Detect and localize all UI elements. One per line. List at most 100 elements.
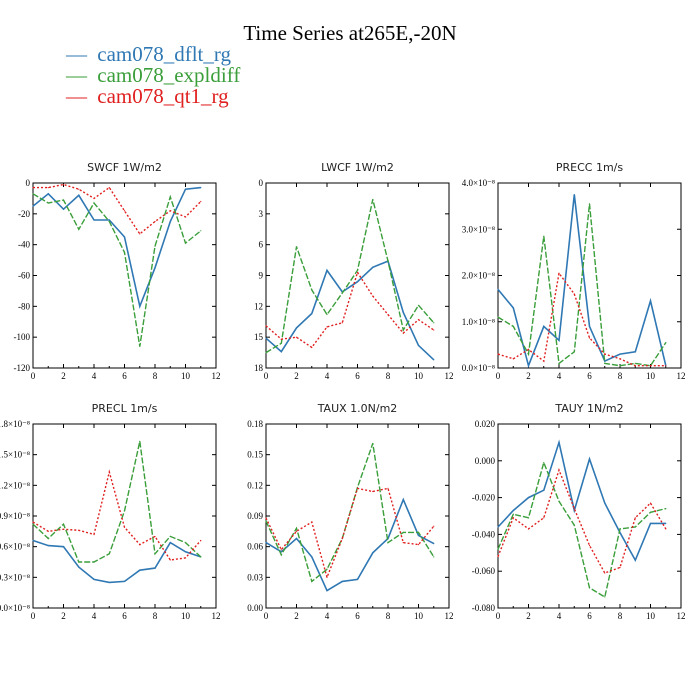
- data-point-cam078_qt1_rg: [387, 313, 389, 316]
- data-point-cam078_dflt_rg: [512, 509, 514, 512]
- y-tick-label: 0: [26, 178, 31, 188]
- y-tick-label: 0.6×10⁻⁸: [0, 542, 30, 552]
- data-point-cam078_dflt_rg: [265, 337, 267, 339]
- x-tick-label: 10: [181, 371, 191, 381]
- series-line-cam078_expldiff: [32, 441, 202, 563]
- series-line-cam078_qt1_rg: [265, 270, 435, 349]
- x-tick-label: 12: [677, 371, 686, 381]
- x-tick-label: 4: [92, 611, 97, 621]
- data-point-cam078_qt1_rg: [295, 530, 298, 532]
- data-point-cam078_expldiff: [558, 500, 560, 502]
- data-point-cam078_expldiff: [184, 541, 187, 544]
- panels: SWCF 1W/m2 0 2 4 6 8 10 12 0 -20 -40 -60 -80 -100 -120…: [0, 161, 686, 621]
- data-point-cam078_dflt_rg: [665, 522, 667, 524]
- y-tick-label: 0.3×10⁻⁸: [0, 572, 30, 582]
- data-point-cam078_expldiff: [139, 440, 141, 442]
- x-tick-label: 0: [264, 371, 269, 381]
- data-point-cam078_expldiff: [512, 325, 514, 327]
- y-tick-label: 18: [254, 363, 264, 373]
- y-tick-label: 12: [254, 301, 263, 311]
- x-tick-label: 12: [677, 611, 686, 621]
- data-point-cam078_dflt_rg: [634, 351, 636, 353]
- data-point-cam078_expldiff: [356, 269, 359, 271]
- series-line-cam078_expldiff: [497, 203, 667, 367]
- x-tick-label: 6: [587, 371, 592, 381]
- data-point-cam078_qt1_rg: [32, 521, 34, 523]
- data-point-cam078_expldiff: [265, 520, 267, 522]
- y-tick-label: 0.03: [247, 572, 263, 582]
- data-point-cam078_qt1_rg: [558, 272, 560, 274]
- data-point-cam078_dflt_rg: [372, 552, 374, 554]
- data-point-cam078_expldiff: [543, 462, 545, 464]
- plot-frame: [32, 423, 217, 609]
- data-point-cam078_qt1_rg: [588, 337, 591, 339]
- data-point-cam078_expldiff: [47, 537, 49, 540]
- data-point-cam078_qt1_rg: [62, 183, 65, 186]
- y-tick-label: 3.0×10⁻⁸: [462, 224, 495, 234]
- data-point-cam078_qt1_rg: [527, 348, 530, 351]
- data-point-cam078_qt1_rg: [154, 220, 156, 223]
- data-point-cam078_dflt_rg: [62, 208, 65, 210]
- y-tick-label: 1.5×10⁻⁸: [0, 450, 30, 460]
- data-point-cam078_dflt_rg: [402, 311, 404, 314]
- x-tick-label: 2: [526, 611, 531, 621]
- data-point-cam078_dflt_rg: [417, 534, 420, 537]
- data-point-cam078_dflt_rg: [543, 489, 545, 491]
- data-point-cam078_dflt_rg: [32, 539, 34, 542]
- data-point-cam078_qt1_rg: [497, 353, 499, 355]
- data-point-cam078_dflt_rg: [558, 441, 560, 443]
- y-tick-label: -40: [18, 240, 30, 250]
- data-point-cam078_qt1_rg: [604, 572, 606, 574]
- data-point-cam078_expldiff: [417, 304, 420, 306]
- x-tick-label: 8: [386, 611, 391, 621]
- x-tick-label: 4: [557, 371, 562, 381]
- data-point-cam078_dflt_rg: [573, 193, 575, 196]
- data-point-cam078_qt1_rg: [47, 530, 49, 532]
- y-tick-label: -80: [18, 301, 30, 311]
- data-point-cam078_dflt_rg: [356, 281, 359, 283]
- legend: — cam078_dflt_rg — cam078_expldiff — cam…: [65, 42, 240, 108]
- data-point-cam078_dflt_rg: [356, 578, 359, 580]
- y-tick-label: 0.12: [247, 480, 263, 490]
- data-point-cam078_dflt_rg: [604, 502, 606, 504]
- data-point-cam078_dflt_rg: [341, 580, 343, 583]
- x-tick-label: 12: [212, 371, 221, 381]
- x-tick-label: 4: [325, 371, 330, 381]
- x-tick-label: 6: [122, 371, 127, 381]
- series-line-cam078_expldiff: [32, 193, 202, 347]
- x-tick-label: 2: [294, 611, 299, 621]
- data-point-cam078_dflt_rg: [649, 300, 652, 302]
- data-point-cam078_expldiff: [573, 524, 575, 526]
- panel-3: PRECC 1m/s 0 2 4 6 8 10 12 0.0×10⁻⁸ 1.0×10⁻⁸ 2.0×1…: [462, 161, 686, 381]
- y-tick-label: -0.060: [472, 566, 496, 576]
- panel-1: SWCF 1W/m2 0 2 4 6 8 10 12 0 -20 -40 -60 -80 -100 -120: [14, 161, 221, 381]
- x-tick-label: 6: [355, 611, 360, 621]
- data-point-cam078_expldiff: [417, 531, 420, 533]
- data-point-cam078_dflt_rg: [604, 360, 606, 362]
- legend-label-cam078_qt1_rg: cam078_qt1_rg: [97, 84, 229, 108]
- data-point-cam078_dflt_rg: [78, 566, 80, 568]
- y-tick-label: 1.0×10⁻⁸: [462, 317, 495, 327]
- data-point-cam078_expldiff: [108, 220, 110, 223]
- data-point-cam078_qt1_rg: [200, 200, 202, 203]
- data-point-cam078_qt1_rg: [62, 528, 65, 530]
- data-point-cam078_expldiff: [604, 596, 606, 598]
- y-tick-label: 0.0×10⁻⁸: [0, 603, 30, 613]
- data-point-cam078_dflt_rg: [47, 193, 49, 195]
- data-point-cam078_qt1_rg: [356, 487, 359, 489]
- data-point-cam078_qt1_rg: [341, 322, 343, 324]
- data-point-cam078_qt1_rg: [588, 544, 591, 547]
- data-point-cam078_qt1_rg: [311, 346, 313, 349]
- data-point-cam078_qt1_rg: [123, 210, 126, 212]
- data-point-cam078_expldiff: [649, 511, 652, 513]
- series-line-cam078_dflt_rg: [265, 260, 435, 361]
- panel-title: LWCF 1W/m2: [321, 161, 394, 174]
- data-point-cam078_dflt_rg: [200, 187, 202, 189]
- data-point-cam078_expldiff: [154, 553, 156, 555]
- y-tick-label: -60: [18, 271, 30, 281]
- data-point-cam078_dflt_rg: [265, 541, 267, 544]
- data-point-cam078_expldiff: [387, 541, 389, 544]
- data-point-cam078_qt1_rg: [573, 508, 575, 510]
- y-tick-label: 2.0×10⁻⁸: [462, 271, 495, 281]
- data-point-cam078_qt1_rg: [78, 188, 80, 190]
